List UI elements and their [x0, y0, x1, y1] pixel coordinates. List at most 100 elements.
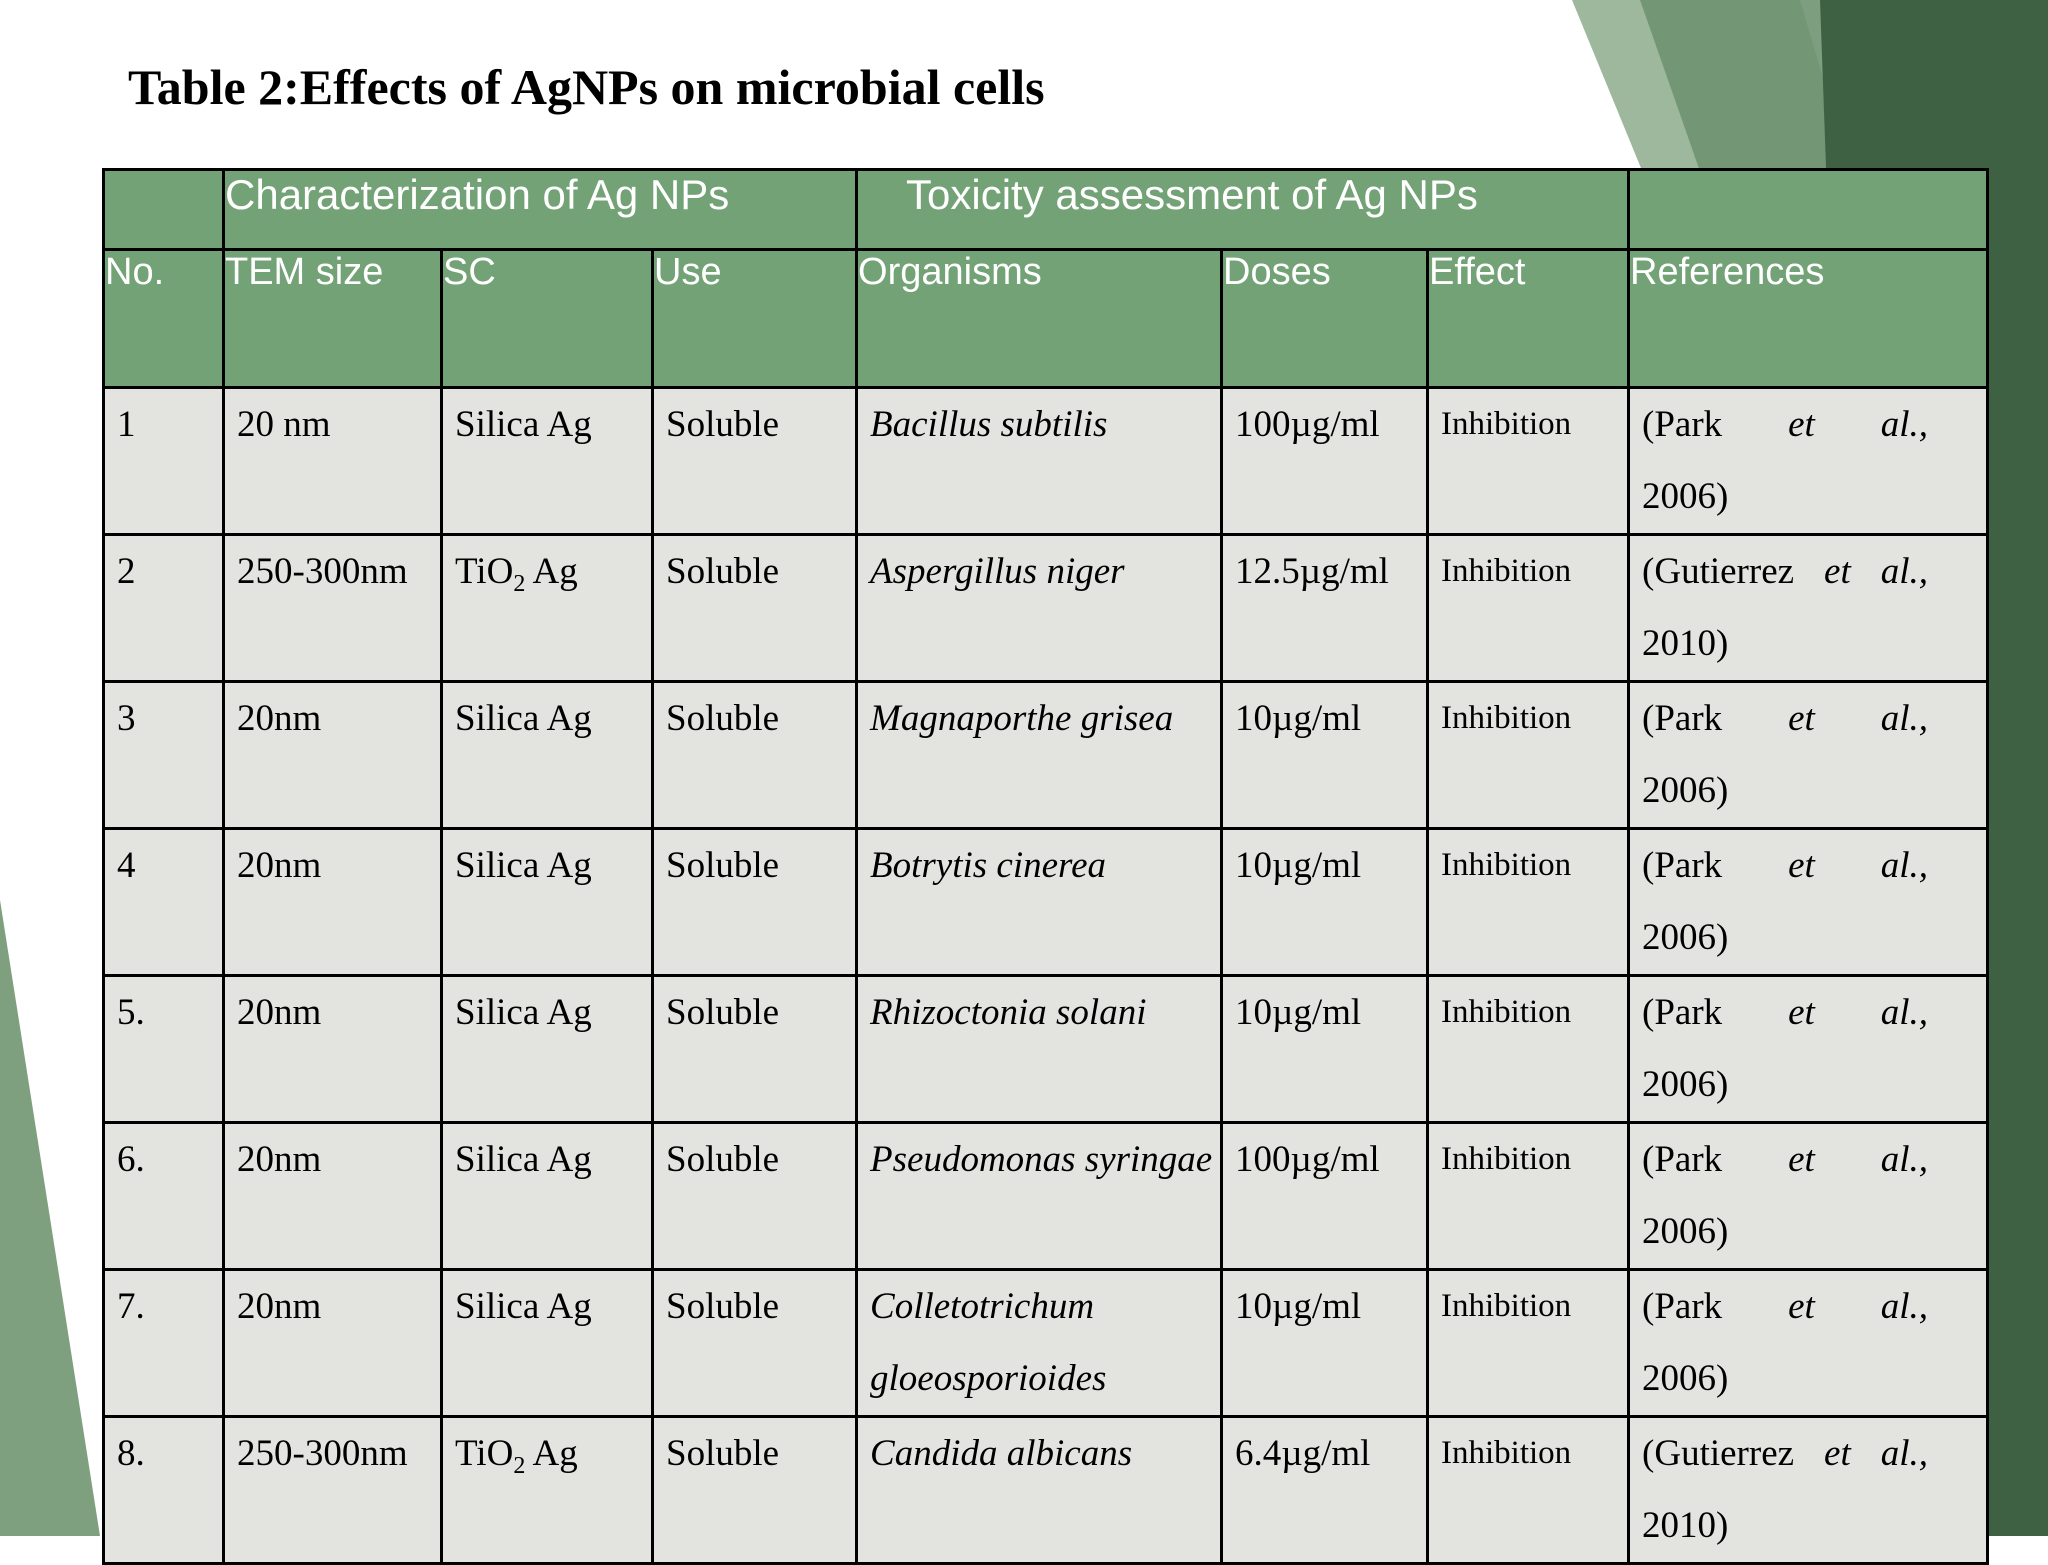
- cell-use: Soluble: [650, 680, 859, 830]
- cell-no: 4: [102, 827, 225, 977]
- group-header-row: Characterization of Ag NPs Toxicity asse…: [102, 168, 1990, 251]
- table-row: 7. 20nm Silica Ag Soluble Colletotrichum…: [102, 1268, 1990, 1418]
- cell-tem-size: 20nm: [222, 680, 443, 830]
- cell-effect: Inhibition: [1426, 1121, 1631, 1271]
- header-organisms: Organisms: [855, 248, 1224, 389]
- cell-dose: 10µg/ml: [1220, 680, 1430, 830]
- cell-dose: 12.5µg/ml: [1220, 533, 1430, 683]
- cell-organism: Candida albicans: [855, 1415, 1224, 1565]
- cell-reference: (Gutierrez et al., 2010): [1627, 1415, 1990, 1565]
- reference-author: (Park: [1642, 1286, 1723, 1327]
- cell-effect: Inhibition: [1426, 1415, 1631, 1565]
- header-use: Use: [650, 248, 859, 389]
- cell-use: Soluble: [650, 974, 859, 1124]
- cell-reference: (Park et al., 2006): [1627, 827, 1990, 977]
- cell-no: 3: [102, 680, 225, 830]
- reference-et: et: [1788, 698, 1815, 739]
- cell-use: Soluble: [650, 1415, 859, 1565]
- sc-tail: Ag: [525, 1433, 578, 1474]
- cell-tem-size: 20nm: [222, 1268, 443, 1418]
- reference-year: 2006): [1642, 770, 1729, 811]
- reference-line: (Park et al.,: [1642, 832, 1929, 903]
- cell-dose: 10µg/ml: [1220, 974, 1430, 1124]
- cell-tem-size: 20nm: [222, 974, 443, 1124]
- reference-al: al.,: [1880, 845, 1929, 886]
- reference-al: al.,: [1880, 551, 1929, 592]
- cell-effect: Inhibition: [1426, 386, 1631, 536]
- cell-use: Soluble: [650, 827, 859, 977]
- reference-al: al.,: [1880, 1286, 1929, 1327]
- reference-line: (Park et al.,: [1642, 1273, 1929, 1344]
- cell-reference: (Park et al., 2006): [1627, 1268, 1990, 1418]
- cell-dose: 10µg/ml: [1220, 827, 1430, 977]
- cell-no: 7.: [102, 1268, 225, 1418]
- reference-year: 2010): [1642, 623, 1729, 664]
- sc-text: Silica Ag: [455, 1286, 592, 1327]
- reference-author: (Park: [1642, 698, 1723, 739]
- cell-effect: Inhibition: [1426, 1268, 1631, 1418]
- deco-left-triangle: [0, 900, 100, 1536]
- group-header-characterization: Characterization of Ag NPs: [221, 168, 859, 251]
- reference-line: (Park et al.,: [1642, 685, 1929, 756]
- reference-year: 2006): [1642, 1211, 1729, 1252]
- reference-et: et: [1788, 1139, 1815, 1180]
- reference-al: al.,: [1880, 1433, 1929, 1474]
- cell-sc: Silica Ag: [440, 1121, 654, 1271]
- sc-text: Silica Ag: [455, 404, 592, 445]
- reference-al: al.,: [1880, 1139, 1929, 1180]
- header-tem-size: TEM size: [222, 248, 443, 389]
- reference-author: (Park: [1642, 1139, 1723, 1180]
- cell-effect: Inhibition: [1426, 680, 1631, 830]
- reference-year: 2006): [1642, 476, 1729, 517]
- header-references: References: [1627, 248, 1990, 389]
- sc-text: Silica Ag: [455, 992, 592, 1033]
- reference-year: 2010): [1642, 1505, 1729, 1546]
- sc-tail: Ag: [525, 551, 578, 592]
- table-row: 3 20nm Silica Ag Soluble Magnaporthe gri…: [102, 680, 1990, 830]
- cell-organism: Botrytis cinerea: [855, 827, 1224, 977]
- cell-organism: Magnaporthe grisea: [855, 680, 1224, 830]
- cell-dose: 100µg/ml: [1220, 1121, 1430, 1271]
- cell-sc: Silica Ag: [440, 680, 654, 830]
- reference-author: (Park: [1642, 404, 1723, 445]
- reference-author: (Park: [1642, 992, 1723, 1033]
- agnps-table: Characterization of Ag NPs Toxicity asse…: [102, 168, 1990, 1565]
- sc-text: TiO: [455, 1433, 514, 1474]
- header-no: No.: [102, 248, 225, 389]
- cell-reference: (Park et al., 2006): [1627, 1121, 1990, 1271]
- reference-line: (Park et al.,: [1642, 391, 1929, 462]
- reference-line: (Gutierrez et al.,: [1642, 1420, 1929, 1491]
- cell-no: 2: [102, 533, 225, 683]
- reference-al: al.,: [1880, 698, 1929, 739]
- reference-et: et: [1788, 404, 1815, 445]
- cell-use: Soluble: [650, 386, 859, 536]
- reference-line: (Park et al.,: [1642, 979, 1928, 1050]
- cell-dose: 10µg/ml: [1220, 1268, 1430, 1418]
- cell-no: 5.: [102, 974, 225, 1124]
- cell-organism: Pseudomonas syringae: [855, 1121, 1224, 1271]
- cell-organism: Rhizoctonia solani: [855, 974, 1224, 1124]
- group-header-toxicity: Toxicity assessment of Ag NPs: [855, 168, 1631, 251]
- cell-effect: Inhibition: [1426, 974, 1631, 1124]
- cell-use: Soluble: [650, 1121, 859, 1271]
- reference-et: et: [1824, 1433, 1851, 1474]
- sc-text: Silica Ag: [455, 698, 592, 739]
- reference-year: 2006): [1642, 917, 1729, 958]
- reference-et: et: [1788, 992, 1815, 1033]
- cell-dose: 6.4µg/ml: [1220, 1415, 1430, 1565]
- reference-et: et: [1788, 845, 1815, 886]
- table-row: 4 20nm Silica Ag Soluble Botrytis cinere…: [102, 827, 1990, 977]
- cell-sc: TiO2 Ag: [440, 533, 654, 683]
- reference-al: al.,: [1880, 404, 1929, 445]
- reference-year: 2006): [1642, 1358, 1729, 1399]
- group-header-blank: [102, 168, 225, 251]
- header-doses: Doses: [1220, 248, 1430, 389]
- cell-effect: Inhibition: [1426, 827, 1631, 977]
- reference-et: et: [1788, 1286, 1815, 1327]
- cell-reference: (Park et al., 2006): [1627, 386, 1990, 536]
- cell-organism: Colletotrichum gloeosporioides: [855, 1268, 1224, 1418]
- cell-dose: 100µg/ml: [1220, 386, 1430, 536]
- cell-tem-size: 250-300nm: [222, 1415, 443, 1565]
- cell-reference: (Park et al., 2006): [1627, 974, 1990, 1124]
- cell-reference: (Gutierrez et al., 2010): [1627, 533, 1990, 683]
